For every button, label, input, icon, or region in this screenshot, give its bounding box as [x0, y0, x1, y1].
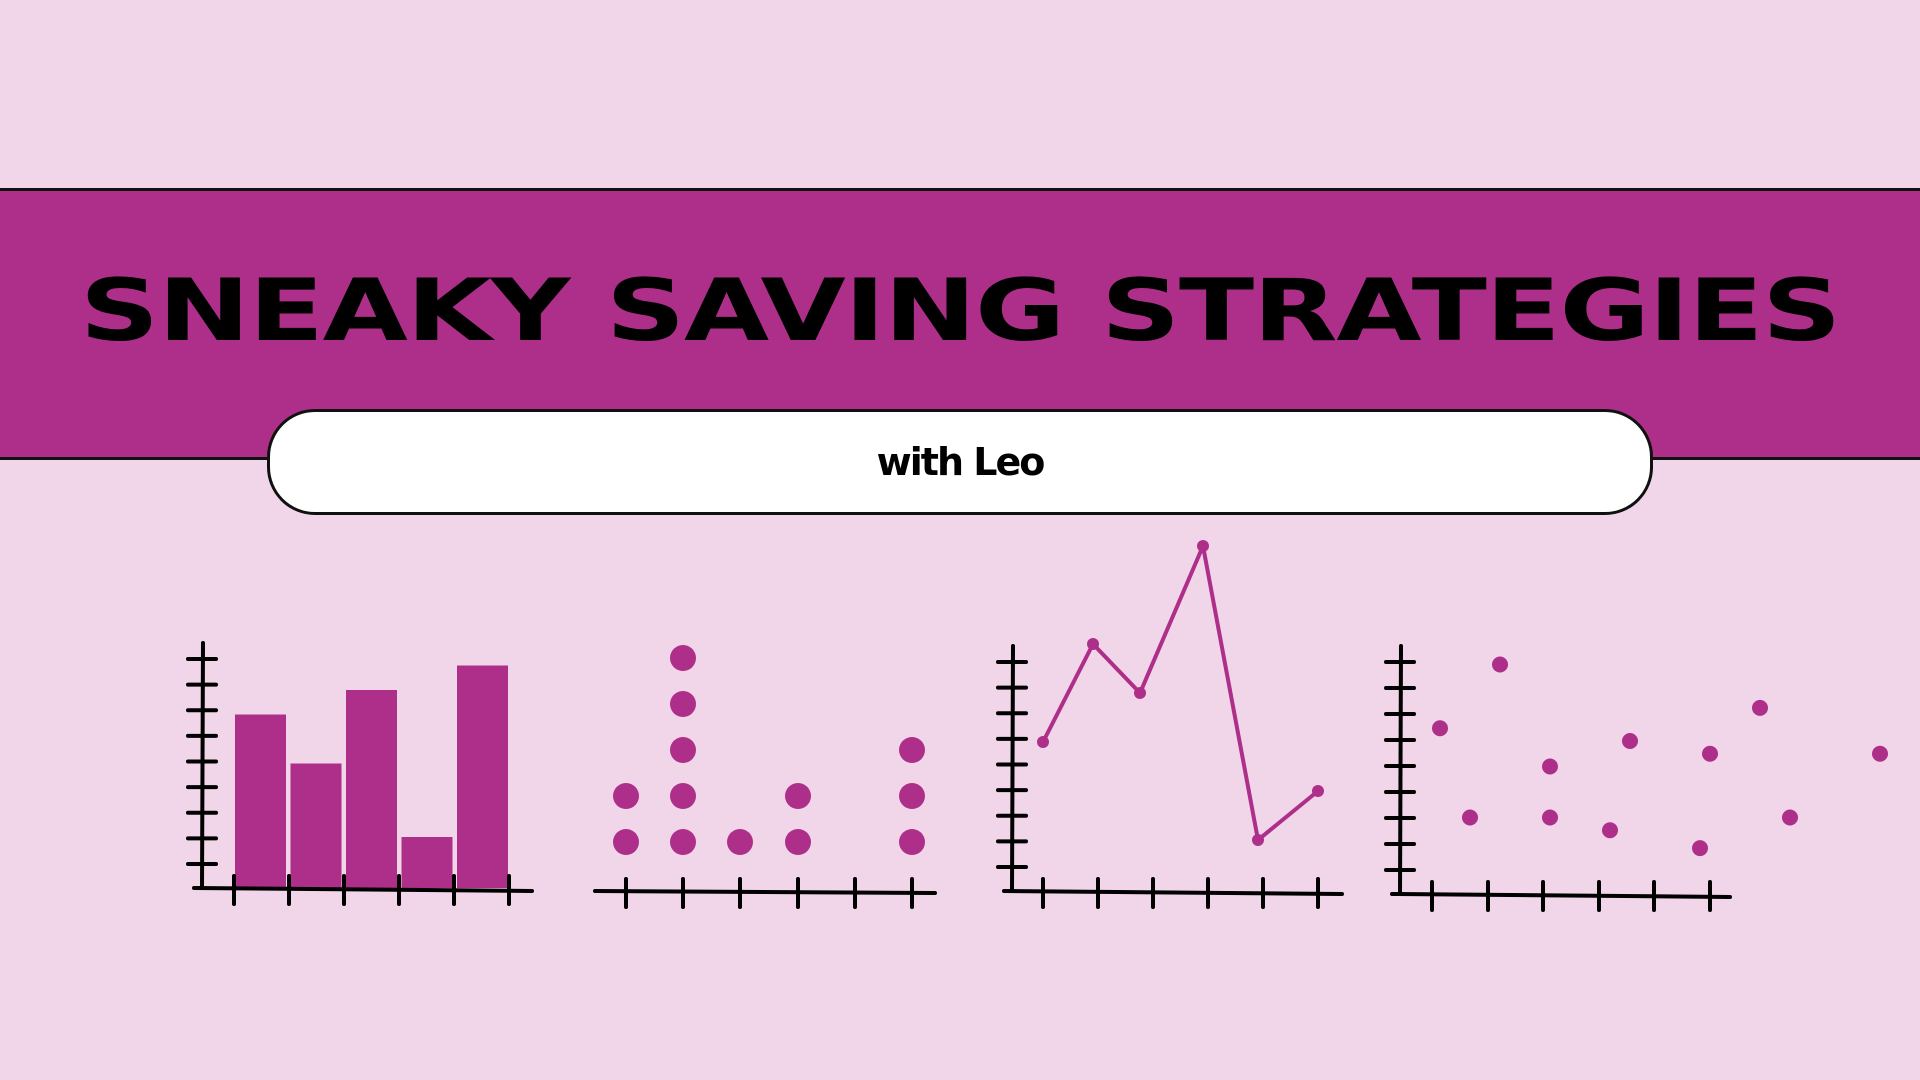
line-point	[1037, 736, 1049, 748]
line-point	[1087, 638, 1099, 650]
x-axis	[1390, 892, 1732, 899]
scatter-point	[1622, 733, 1638, 749]
scatter-point	[1692, 840, 1708, 857]
dot-plot-illustration	[593, 645, 937, 909]
y-axis	[200, 641, 205, 890]
dot	[899, 783, 925, 809]
bar	[401, 837, 453, 888]
line-point	[1197, 540, 1209, 552]
dot	[670, 829, 696, 855]
dot	[613, 829, 639, 855]
bar	[290, 763, 342, 888]
x-axis	[593, 889, 937, 895]
x-axis	[192, 886, 534, 893]
dot	[899, 829, 925, 855]
dot	[670, 691, 696, 717]
line-point	[1134, 687, 1146, 699]
scatter-point	[1492, 656, 1508, 673]
line-point	[1252, 834, 1264, 846]
dot	[670, 645, 696, 671]
dot	[899, 737, 925, 763]
page-title: SNEAKY SAVING STRATEGIES	[79, 261, 1842, 361]
dot	[785, 829, 811, 855]
bar	[235, 714, 286, 888]
scatter-point	[1432, 720, 1448, 737]
line-point	[1312, 785, 1324, 797]
scatter-point	[1462, 809, 1478, 826]
dot	[670, 737, 696, 763]
bar	[346, 690, 397, 888]
scatter-point	[1542, 809, 1558, 826]
scatter-point	[1872, 745, 1888, 762]
bar	[457, 665, 508, 888]
scatter-point	[1702, 745, 1718, 762]
dot	[785, 783, 811, 809]
x-axis	[1002, 889, 1344, 896]
y-axis	[1010, 644, 1015, 893]
scatter-point	[1542, 758, 1558, 775]
dot	[613, 783, 639, 809]
series-line	[1041, 544, 1320, 842]
bar-chart-illustration	[186, 641, 534, 906]
scatter-point	[1782, 809, 1798, 826]
subtitle-pill: with Leo	[267, 409, 1653, 515]
dot	[670, 783, 696, 809]
scatter-point	[1752, 699, 1768, 716]
line-chart-illustration	[996, 540, 1344, 909]
dot	[727, 829, 753, 855]
scatter-point	[1602, 822, 1618, 839]
y-axis	[1398, 644, 1403, 896]
subtitle: with Leo	[876, 440, 1046, 484]
scatter-chart-illustration	[1384, 644, 1888, 912]
